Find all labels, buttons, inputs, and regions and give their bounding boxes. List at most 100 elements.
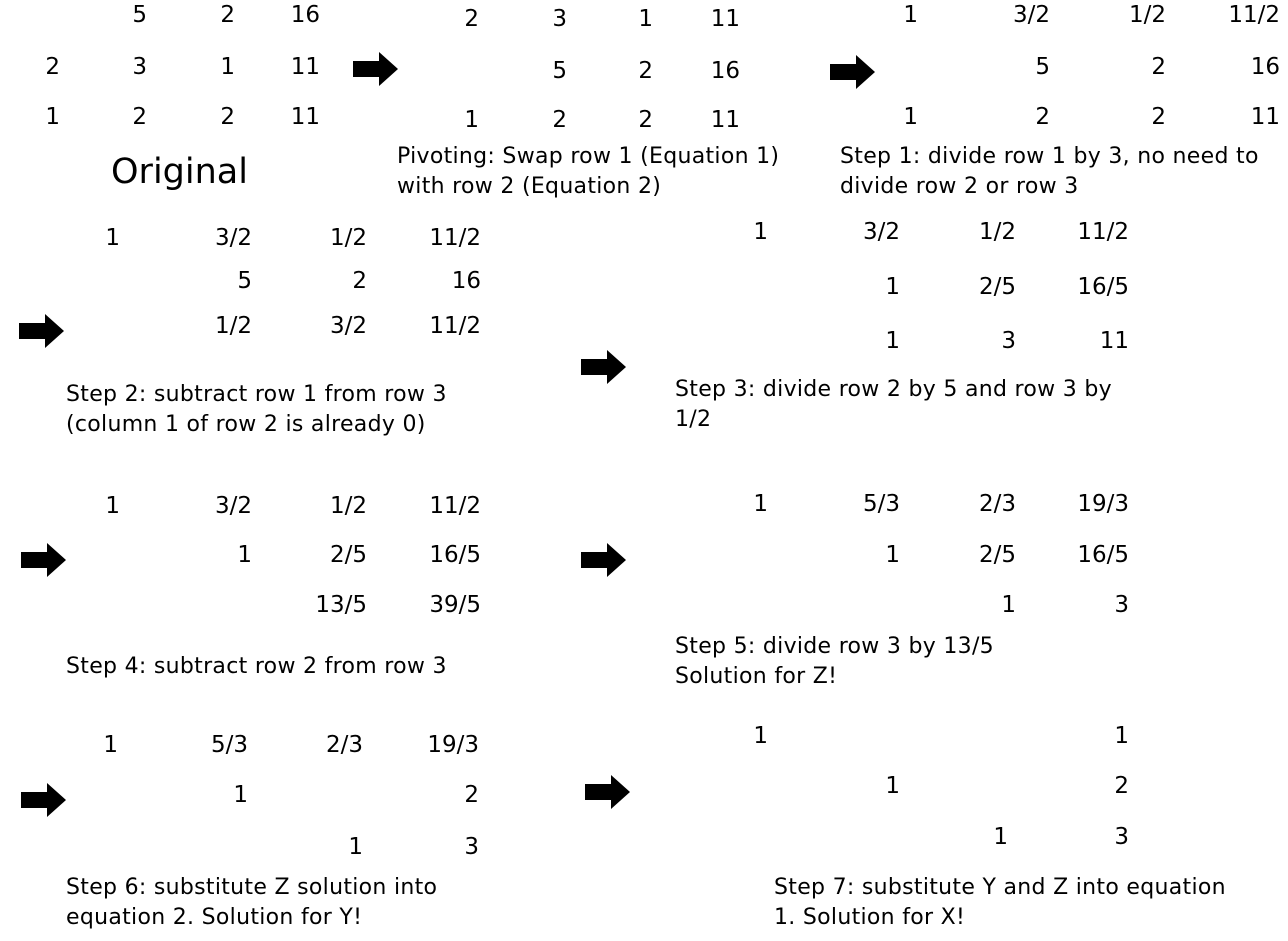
- pivot-caption-line: with row 2 (Equation 2): [397, 174, 662, 199]
- original-matrix-cell: 1: [45, 104, 60, 130]
- step1-matrix-cell: 5: [1035, 54, 1050, 80]
- right-arrow-icon: [830, 55, 876, 89]
- step6-matrix-cell: 19/3: [427, 732, 479, 758]
- step4-matrix-cell: 13/5: [315, 592, 367, 618]
- step5-matrix-cell: 2/3: [978, 491, 1016, 517]
- step6-matrix-cell: 1: [233, 782, 248, 808]
- pivot-matrix-cell: 16: [710, 58, 740, 84]
- step4-matrix-cell: 3/2: [214, 493, 252, 519]
- step6-matrix-cell: 5/3: [210, 732, 248, 758]
- right-arrow-icon: [581, 543, 627, 577]
- step3-matrix-cell: 1: [885, 328, 900, 354]
- step7-caption-line: 1. Solution for X!: [774, 905, 966, 930]
- pivot-matrix-cell: 2: [638, 58, 653, 84]
- step3-matrix-cell: 16/5: [1077, 274, 1129, 300]
- step5-matrix-cell: 1: [753, 491, 768, 517]
- step1-matrix-cell: 1: [903, 104, 918, 130]
- original-matrix-cell: 2: [220, 104, 235, 130]
- original-matrix-cell: 11: [290, 54, 320, 80]
- step3-matrix-cell: 3: [1001, 328, 1016, 354]
- step5-matrix-cell: 19/3: [1077, 491, 1129, 517]
- original-matrix-cell: 5: [132, 2, 147, 28]
- pivot-matrix-cell: 11: [710, 107, 740, 133]
- step4-caption-line: Step 4: subtract row 2 from row 3: [66, 654, 447, 679]
- step2-caption-line: Step 2: subtract row 1 from row 3: [66, 382, 447, 407]
- step2-matrix-cell: 16: [451, 268, 481, 294]
- step6-matrix-cell: 1: [103, 732, 118, 758]
- step6-caption-line: equation 2. Solution for Y!: [66, 905, 363, 930]
- step4-matrix-cell: 1: [105, 493, 120, 519]
- pivot-matrix-cell: 5: [552, 58, 567, 84]
- right-arrow-icon: [353, 52, 399, 86]
- step3-matrix-cell: 1: [885, 274, 900, 300]
- step7-matrix-cell: 1: [1114, 723, 1129, 749]
- step6-matrix-cell: 3: [464, 834, 479, 860]
- step6-matrix-cell: 2/3: [325, 732, 363, 758]
- step5-matrix-cell: 1: [1001, 592, 1016, 618]
- original-matrix-cell: 2: [45, 54, 60, 80]
- step7-matrix-cell: 2: [1114, 773, 1129, 799]
- pivot-matrix-cell: 1: [638, 6, 653, 32]
- step3-matrix-cell: 3/2: [862, 219, 900, 245]
- step5-caption-line: Step 5: divide row 3 by 13/5: [675, 634, 994, 659]
- step2-matrix-cell: 1: [105, 225, 120, 251]
- pivot-matrix-cell: 2: [638, 107, 653, 133]
- step5-matrix-cell: 5/3: [862, 491, 900, 517]
- step2-matrix-cell: 11/2: [429, 313, 481, 339]
- pivot-matrix-cell: 3: [552, 6, 567, 32]
- step4-matrix-cell: 1: [237, 542, 252, 568]
- step2-matrix-cell: 2: [352, 268, 367, 294]
- step1-matrix-cell: 2: [1035, 104, 1050, 130]
- step1-caption-line: divide row 2 or row 3: [840, 174, 1079, 199]
- original-matrix-cell: 11: [290, 104, 320, 130]
- pivot-matrix-cell: 2: [552, 107, 567, 133]
- step3-caption-line: 1/2: [675, 407, 712, 432]
- pivot-matrix-cell: 11: [710, 6, 740, 32]
- step1-matrix-cell: 16: [1250, 54, 1280, 80]
- step3-matrix-cell: 1: [753, 219, 768, 245]
- step1-matrix-cell: 11: [1250, 104, 1280, 130]
- right-arrow-icon: [581, 350, 627, 384]
- step7-matrix-cell: 1: [753, 723, 768, 749]
- step2-matrix-cell: 3/2: [329, 313, 367, 339]
- step6-matrix-cell: 1: [348, 834, 363, 860]
- step1-matrix-cell: 3/2: [1012, 2, 1050, 28]
- original-matrix-cell: 2: [132, 104, 147, 130]
- pivot-matrix-cell: 2: [464, 6, 479, 32]
- step1-caption-line: Step 1: divide row 1 by 3, no need to: [840, 144, 1259, 169]
- step5-matrix-cell: 16/5: [1077, 542, 1129, 568]
- original-label: Original: [111, 152, 248, 192]
- step2-matrix-cell: 3/2: [214, 225, 252, 251]
- right-arrow-icon: [585, 775, 631, 809]
- step4-matrix-cell: 1/2: [329, 493, 367, 519]
- step3-matrix-cell: 2/5: [978, 274, 1016, 300]
- step3-caption-line: Step 3: divide row 2 by 5 and row 3 by: [675, 377, 1112, 402]
- step2-matrix-cell: 11/2: [429, 225, 481, 251]
- original-matrix-cell: 1: [220, 54, 235, 80]
- step5-matrix-cell: 3: [1114, 592, 1129, 618]
- step1-matrix-cell: 11/2: [1228, 2, 1280, 28]
- step1-matrix-cell: 2: [1151, 104, 1166, 130]
- pivot-caption-line: Pivoting: Swap row 1 (Equation 1): [397, 144, 780, 169]
- step4-matrix-cell: 11/2: [429, 493, 481, 519]
- step5-matrix-cell: 1: [885, 542, 900, 568]
- step5-matrix-cell: 2/5: [978, 542, 1016, 568]
- original-matrix-cell: 2: [220, 2, 235, 28]
- original-matrix-cell: 3: [132, 54, 147, 80]
- step1-matrix-cell: 1: [903, 2, 918, 28]
- step7-caption-line: Step 7: substitute Y and Z into equation: [774, 875, 1226, 900]
- step2-matrix-cell: 5: [237, 268, 252, 294]
- step1-matrix-cell: 1/2: [1128, 2, 1166, 28]
- step4-matrix-cell: 39/5: [429, 592, 481, 618]
- step1-matrix-cell: 2: [1151, 54, 1166, 80]
- step7-matrix-cell: 3: [1114, 824, 1129, 850]
- step7-matrix-cell: 1: [993, 824, 1008, 850]
- step7-matrix-cell: 1: [885, 773, 900, 799]
- step6-matrix-cell: 2: [464, 782, 479, 808]
- step3-matrix-cell: 1/2: [978, 219, 1016, 245]
- original-matrix-cell: 16: [290, 2, 320, 28]
- right-arrow-icon: [21, 783, 67, 817]
- step2-matrix-cell: 1/2: [214, 313, 252, 339]
- step4-matrix-cell: 16/5: [429, 542, 481, 568]
- step3-matrix-cell: 11: [1099, 328, 1129, 354]
